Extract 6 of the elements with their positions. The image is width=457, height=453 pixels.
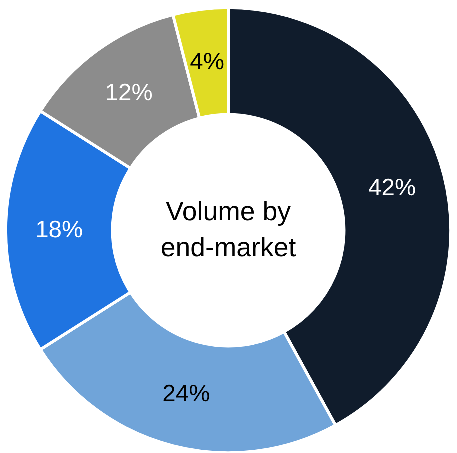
data-label: 4%: [190, 48, 224, 76]
data-label: 12%: [105, 80, 153, 107]
data-label: 24%: [162, 380, 210, 408]
text: Volume by end-market: [160, 196, 297, 262]
data-label: 18%: [36, 216, 84, 244]
data-label: 42%: [368, 174, 416, 202]
